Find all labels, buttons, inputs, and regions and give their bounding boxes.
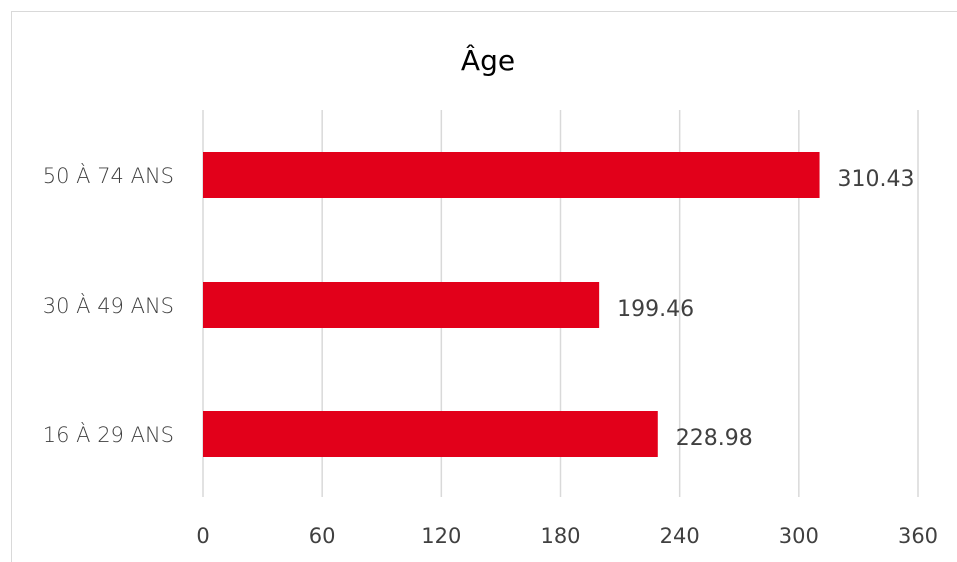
x-tick-label: 0 bbox=[196, 524, 209, 548]
data-label: 228.98 bbox=[676, 426, 753, 451]
category-labels: 50 À 74 ANS 30 À 49 ANS 16 À 29 ANS bbox=[43, 163, 174, 447]
data-label: 199.46 bbox=[617, 297, 694, 322]
category-label: 50 À 74 ANS bbox=[43, 163, 174, 188]
bar bbox=[203, 411, 658, 457]
x-axis-ticks: 0 60 120 180 240 300 360 bbox=[196, 524, 938, 548]
x-tick-label: 300 bbox=[779, 524, 819, 548]
x-tick-label: 240 bbox=[660, 524, 700, 548]
category-label: 30 À 49 ANS bbox=[43, 293, 174, 318]
bar bbox=[203, 152, 820, 198]
data-labels: 310.43 199.46 228.98 bbox=[617, 167, 914, 451]
chart-title: Âge bbox=[461, 43, 515, 77]
chart-frame bbox=[11, 11, 957, 562]
x-tick-label: 360 bbox=[898, 524, 938, 548]
bars bbox=[203, 152, 820, 457]
data-label: 310.43 bbox=[838, 167, 915, 192]
x-tick-label: 180 bbox=[540, 524, 580, 548]
x-tick-label: 120 bbox=[421, 524, 461, 548]
x-tick-label: 60 bbox=[309, 524, 336, 548]
category-label: 16 À 29 ANS bbox=[43, 422, 174, 447]
bar bbox=[203, 282, 600, 328]
